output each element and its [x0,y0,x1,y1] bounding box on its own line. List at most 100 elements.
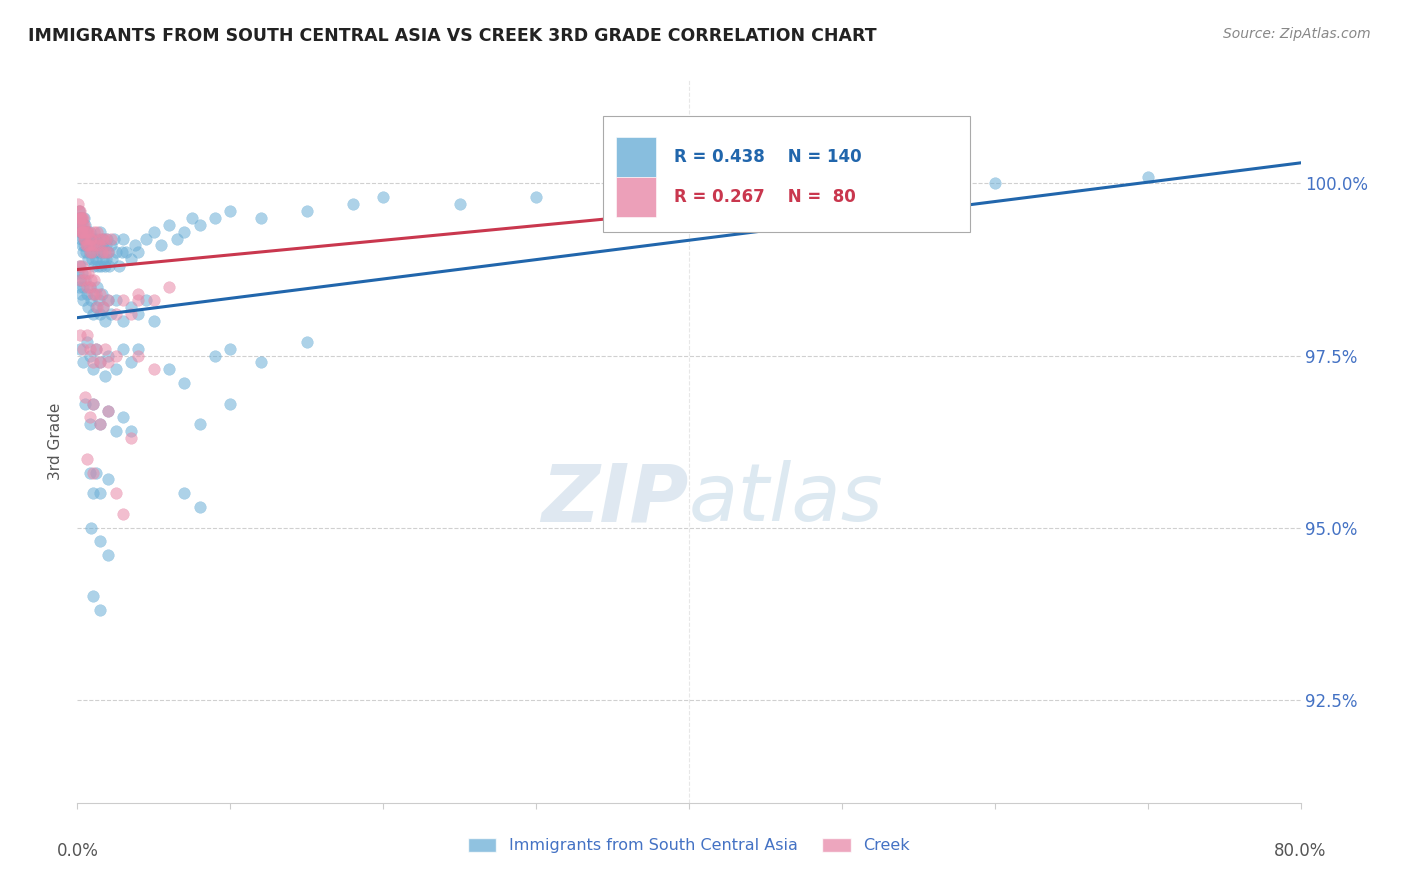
Point [124,238,146,252]
Point [831,183,853,197]
Point [87,293,110,308]
Point [449,197,471,211]
Point [97,293,120,308]
Point [1136,169,1159,184]
Point [173,376,195,390]
Point [94,369,117,384]
Point [678,183,700,197]
Point [84,252,107,267]
Point [76,238,98,252]
Point [69,225,91,239]
Point [97,548,120,562]
Point [73,273,96,287]
Point [69,273,91,287]
Point [94,238,117,252]
Point [112,507,135,521]
Point [73,218,96,232]
Point [82,307,104,321]
Point [104,307,127,321]
Point [72,342,94,356]
Point [72,218,94,232]
Point [69,259,91,273]
Point [127,342,149,356]
Point [73,211,96,225]
Point [72,293,94,308]
Legend: Immigrants from South Central Asia, Creek: Immigrants from South Central Asia, Cree… [461,831,917,860]
Point [89,307,111,321]
Point [103,231,125,245]
Point [250,355,273,369]
Point [104,486,127,500]
Point [72,355,94,369]
Point [76,327,98,342]
Point [82,245,104,260]
Point [89,225,111,239]
Point [70,218,93,232]
Point [295,204,318,219]
Point [82,486,104,500]
Point [87,238,110,252]
Point [69,218,91,232]
Point [166,231,188,245]
Point [97,403,120,417]
Point [86,279,108,293]
Point [112,314,135,328]
Point [70,286,93,301]
Point [79,417,101,432]
Point [73,266,96,280]
Point [94,245,117,260]
Point [82,466,104,480]
Point [89,355,111,369]
Point [86,301,108,315]
Point [79,410,101,425]
Point [82,231,104,245]
Point [80,273,103,287]
Point [84,286,107,301]
Point [72,279,94,293]
Point [80,238,103,252]
Point [82,286,104,301]
Point [69,327,91,342]
Point [90,259,112,273]
Bar [616,178,657,217]
Point [157,279,180,293]
Point [142,225,165,239]
Point [342,197,364,211]
Point [112,231,135,245]
Point [82,397,104,411]
Point [69,204,91,219]
Point [181,211,204,225]
Point [94,314,117,328]
Point [86,245,108,260]
Point [96,231,118,245]
Point [80,520,103,534]
Point [94,259,117,273]
Point [91,231,114,245]
Point [219,397,242,411]
Point [76,334,98,349]
Point [112,410,135,425]
Point [79,225,101,239]
Point [80,293,103,308]
Point [135,293,157,308]
Point [80,231,103,245]
Point [120,355,142,369]
Point [77,238,100,252]
Point [72,273,94,287]
Text: R = 0.267    N =  80: R = 0.267 N = 80 [675,188,856,206]
Point [67,218,90,232]
Point [79,349,101,363]
Point [96,231,118,245]
Text: Source: ZipAtlas.com: Source: ZipAtlas.com [1223,27,1371,41]
Point [82,397,104,411]
Point [67,259,90,273]
Y-axis label: 3rd Grade: 3rd Grade [48,403,63,480]
Point [70,211,93,225]
Point [84,238,107,252]
Point [97,245,120,260]
Point [83,225,105,239]
Point [67,218,90,232]
Point [76,279,98,293]
Point [112,342,135,356]
Point [73,231,96,245]
